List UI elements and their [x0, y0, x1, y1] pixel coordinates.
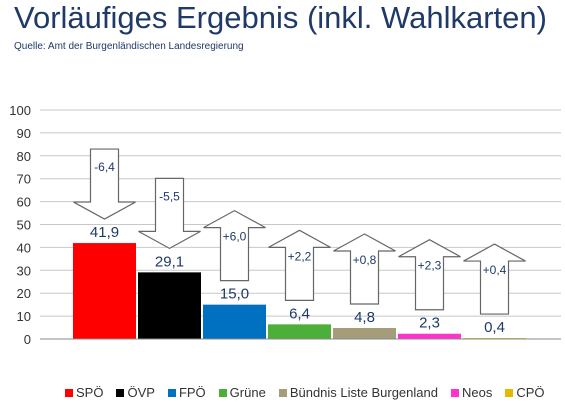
value-label: 6,4 [289, 305, 310, 322]
change-label: -6,4 [94, 160, 115, 174]
change-arrow-up [268, 229, 331, 301]
change-label: +6,0 [223, 230, 247, 244]
value-label: 15,0 [220, 286, 249, 303]
bar-1 [138, 272, 201, 339]
legend: SPÖ ÖVP FPÖ Grüne Bündnis Liste Burgenland Ne… [65, 385, 545, 400]
legend-item: CPÖ [505, 385, 545, 400]
value-label: 29,1 [155, 253, 184, 270]
chart-title: Vorläufiges Ergebnis (inkl. Wahlkarten) [14, 0, 547, 35]
change-arrow-up [333, 233, 396, 305]
legend-item: SPÖ [65, 385, 103, 400]
change-label: +2,2 [288, 249, 312, 263]
legend-item: Neos [450, 385, 493, 400]
legend-label: Grüne [229, 385, 266, 400]
y-tick-label: 0 [24, 332, 31, 347]
legend-swatch [116, 388, 125, 397]
change-label: +2,3 [418, 259, 442, 273]
change-arrow-up [203, 209, 266, 282]
change-arrow-down [138, 177, 201, 250]
legend-swatch [167, 388, 176, 397]
y-tick-label: 60 [17, 195, 31, 210]
legend-label: SPÖ [76, 385, 104, 400]
y-tick-label: 30 [17, 263, 31, 278]
bar-4 [333, 328, 396, 339]
y-tick-label: 100 [9, 103, 31, 118]
legend-item: ÖVP [116, 385, 155, 400]
legend-label: Neos [461, 385, 493, 400]
y-axis-ticks: 0 10 20 30 40 50 60 70 80 90 100 [9, 103, 31, 347]
y-tick-label: 90 [17, 126, 31, 141]
value-label: 4,8 [354, 309, 375, 326]
bar-2 [203, 304, 266, 339]
legend-label: CPÖ [516, 385, 545, 400]
bar-0 [73, 243, 136, 339]
legend-swatch [505, 388, 514, 397]
y-tick-label: 50 [17, 218, 31, 233]
bars [73, 243, 526, 339]
value-label: 41,9 [90, 224, 119, 241]
y-tick-label: 40 [17, 240, 31, 255]
legend-item: FPÖ [167, 385, 206, 400]
change-label: +0,8 [353, 253, 377, 267]
y-tick-label: 10 [17, 309, 31, 324]
legend-item: Grüne [218, 385, 266, 400]
change-arrow-up [463, 243, 526, 315]
y-tick-label: 20 [17, 286, 31, 301]
legend-item: Bündnis Liste Burgenland [278, 385, 438, 400]
bar-chart: 0 10 20 30 40 50 60 70 80 90 100 41,9 -6,4 29,1 -5,5 1… [9, 103, 561, 347]
y-tick-label: 70 [17, 172, 31, 187]
change-arrow-down [73, 148, 136, 220]
legend-swatch [278, 388, 287, 397]
change-arrow-up [398, 239, 461, 311]
legend-label: Bündnis Liste Burgenland [289, 385, 438, 400]
bar-3 [268, 324, 331, 339]
change-label: -5,5 [159, 189, 180, 203]
change-arrows [73, 148, 526, 315]
chart-source: Quelle: Amt der Burgenländischen Landesr… [14, 41, 244, 52]
legend-swatch [218, 388, 227, 397]
bar-5 [398, 333, 461, 339]
value-labels: 41,9 -6,4 29,1 -5,5 15,0 +6,0 6,4 +2,2 4,8 +0,8 2,… [90, 160, 507, 336]
value-label: 0,4 [484, 319, 505, 336]
change-label: +0,4 [483, 263, 507, 277]
legend-swatch [450, 388, 459, 397]
legend-label: FPÖ [178, 385, 206, 400]
legend-label: ÖVP [127, 385, 155, 400]
value-label: 2,3 [419, 315, 440, 332]
legend-swatch [65, 388, 73, 397]
y-tick-label: 80 [17, 149, 31, 164]
